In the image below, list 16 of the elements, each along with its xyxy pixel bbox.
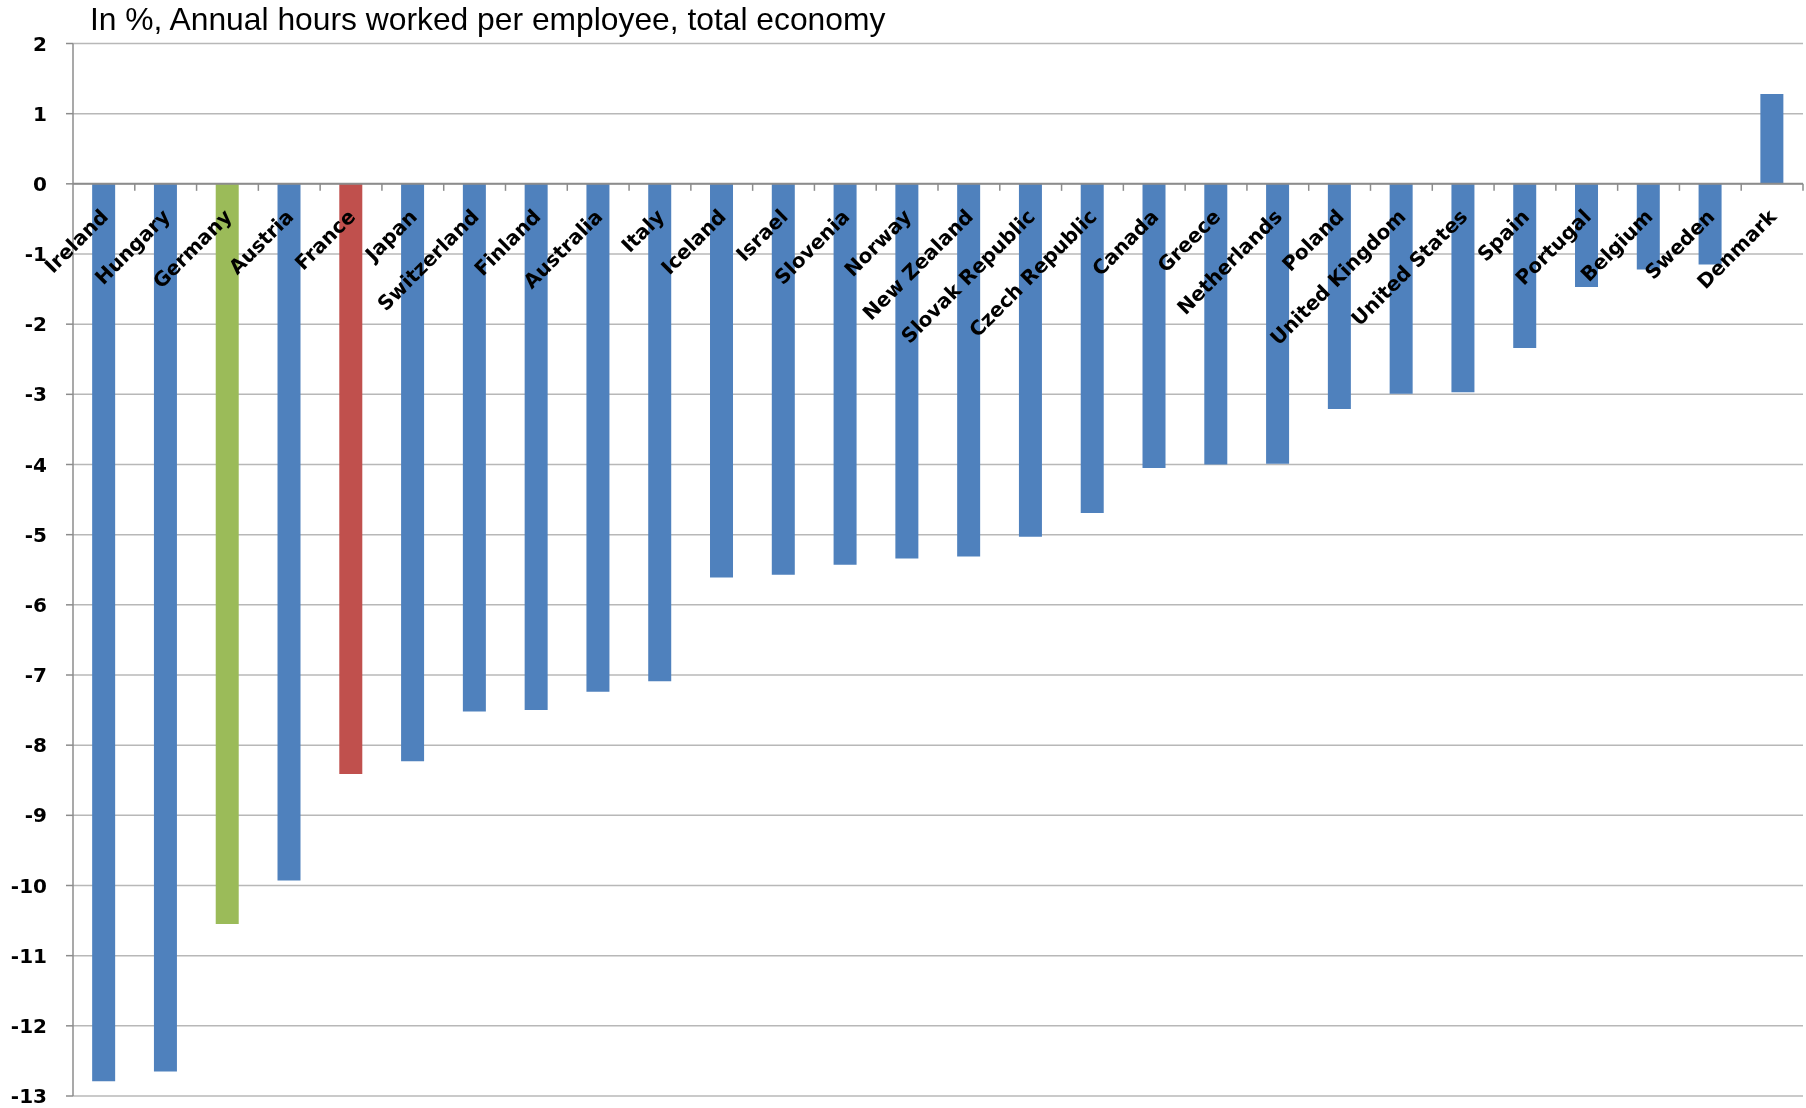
- y-tick-label: -9: [24, 803, 47, 828]
- y-tick-label: -7: [24, 663, 47, 688]
- y-tick-label: -12: [10, 1013, 47, 1038]
- chart-title: In %, Annual hours worked per employee, total economy: [90, 1, 886, 37]
- y-tick-label: 2: [33, 31, 47, 56]
- y-tick-label: -13: [10, 1084, 47, 1108]
- y-tick-label: -5: [24, 522, 47, 547]
- y-tick-label: -8: [24, 733, 47, 758]
- y-tick-label: -2: [24, 312, 47, 337]
- y-tick-label: 0: [33, 171, 47, 196]
- y-tick-label: 1: [33, 101, 47, 126]
- y-tick-label: -10: [10, 873, 47, 898]
- y-tick-label: -4: [24, 452, 47, 477]
- y-tick-label: -6: [24, 592, 47, 617]
- y-tick-label: -3: [24, 382, 47, 407]
- y-tick-label: -11: [10, 943, 47, 968]
